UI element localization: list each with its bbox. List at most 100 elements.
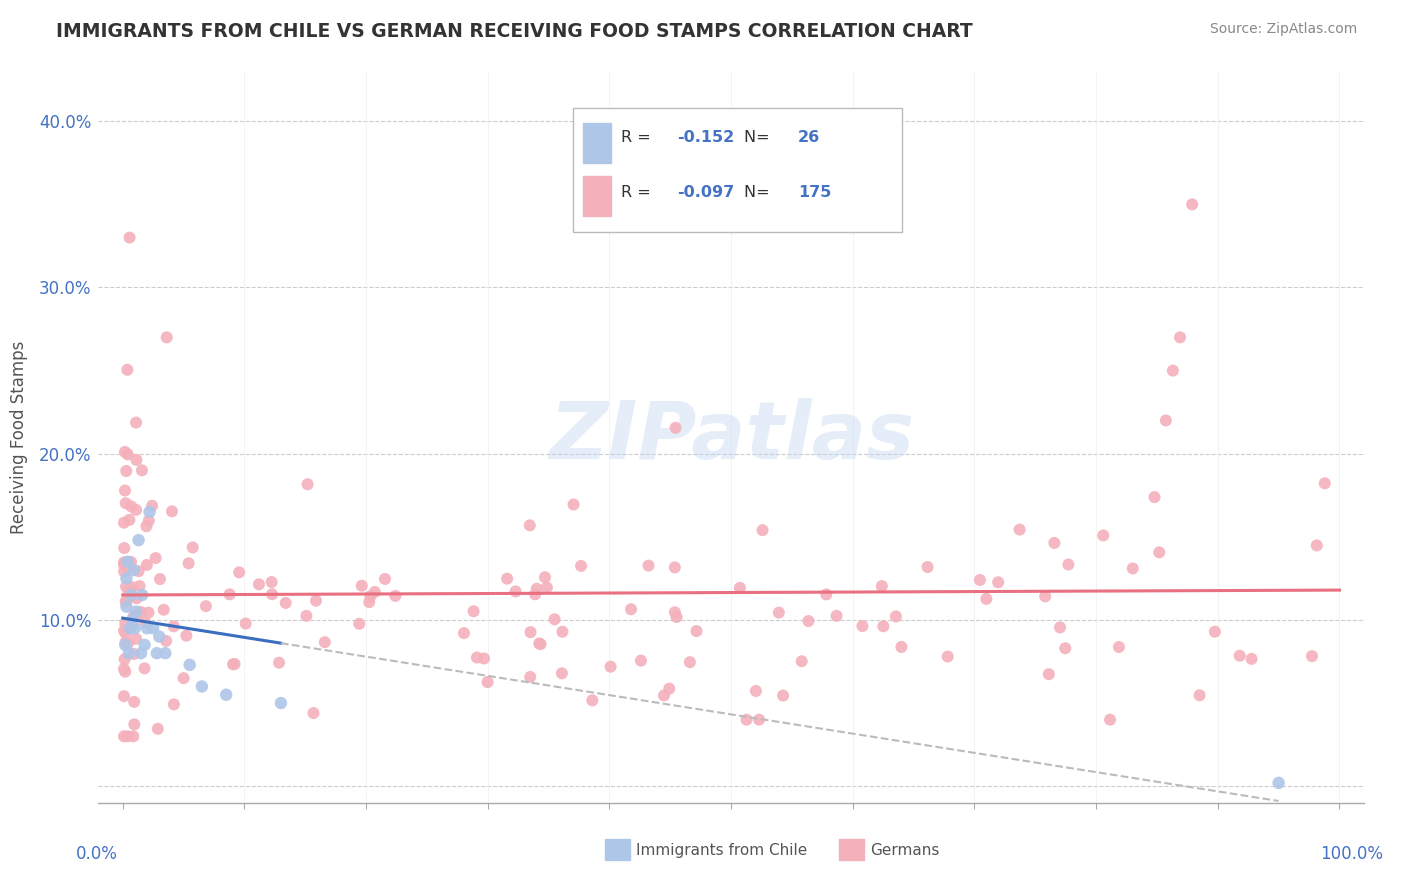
- Y-axis label: Receiving Food Stamps: Receiving Food Stamps: [10, 341, 28, 533]
- Point: [664, 560, 686, 574]
- Point: [1092, 528, 1115, 542]
- Point: [125, 416, 148, 430]
- Point: [658, 681, 681, 696]
- Point: [129, 646, 152, 660]
- Text: 26: 26: [799, 129, 821, 145]
- Point: [215, 688, 238, 702]
- Point: [112, 516, 135, 530]
- Point: [477, 675, 499, 690]
- Point: [122, 563, 145, 577]
- Point: [562, 498, 585, 512]
- Point: [125, 503, 148, 517]
- Point: [665, 610, 688, 624]
- Point: [118, 582, 141, 597]
- Point: [297, 477, 319, 491]
- Point: [125, 453, 148, 467]
- Point: [685, 624, 707, 638]
- Point: [114, 616, 136, 631]
- Point: [117, 636, 139, 650]
- Point: [141, 499, 163, 513]
- Point: [117, 447, 139, 461]
- Point: [1043, 536, 1066, 550]
- Point: [235, 616, 257, 631]
- Point: [149, 572, 172, 586]
- Point: [118, 513, 141, 527]
- Point: [138, 514, 160, 528]
- Point: [295, 608, 318, 623]
- Point: [314, 635, 336, 649]
- Point: [797, 614, 820, 628]
- Point: [152, 603, 174, 617]
- Point: [496, 572, 519, 586]
- Bar: [605, 839, 630, 860]
- Point: [145, 551, 167, 566]
- Point: [114, 626, 136, 640]
- Point: [465, 650, 488, 665]
- Point: [359, 595, 381, 609]
- Point: [1038, 667, 1060, 681]
- Point: [1204, 624, 1226, 639]
- Point: [1049, 620, 1071, 634]
- Point: [125, 605, 148, 619]
- Point: [134, 661, 156, 675]
- Point: [1108, 640, 1130, 654]
- Point: [917, 560, 939, 574]
- Point: [581, 693, 603, 707]
- Point: [302, 706, 325, 720]
- Point: [135, 519, 157, 533]
- Point: [1313, 476, 1336, 491]
- Point: [1054, 641, 1077, 656]
- Point: [115, 599, 138, 614]
- Point: [138, 505, 160, 519]
- Text: IMMIGRANTS FROM CHILE VS GERMAN RECEIVING FOOD STAMPS CORRELATION CHART: IMMIGRANTS FROM CHILE VS GERMAN RECEIVIN…: [56, 22, 973, 41]
- Point: [472, 651, 495, 665]
- Point: [529, 636, 551, 650]
- Bar: [838, 839, 863, 860]
- Point: [136, 621, 159, 635]
- Point: [1154, 413, 1177, 427]
- Point: [122, 695, 145, 709]
- Point: [350, 579, 373, 593]
- Point: [117, 591, 139, 606]
- Point: [117, 555, 139, 569]
- Point: [218, 587, 240, 601]
- Point: [1188, 688, 1211, 702]
- Point: [1267, 776, 1289, 790]
- Point: [735, 713, 758, 727]
- Point: [131, 463, 153, 477]
- Point: [114, 483, 136, 498]
- Text: R =: R =: [621, 185, 657, 200]
- Point: [129, 605, 152, 619]
- Point: [262, 587, 284, 601]
- Point: [1033, 590, 1056, 604]
- Point: [163, 698, 186, 712]
- Point: [121, 580, 143, 594]
- Point: [260, 575, 283, 590]
- Point: [191, 680, 214, 694]
- Point: [551, 624, 574, 639]
- Point: [374, 572, 396, 586]
- Point: [114, 638, 136, 652]
- Text: ZIPatlas: ZIPatlas: [548, 398, 914, 476]
- Point: [122, 647, 145, 661]
- Point: [519, 625, 541, 640]
- Point: [270, 696, 292, 710]
- Point: [176, 629, 198, 643]
- Point: [524, 587, 547, 601]
- Text: N=: N=: [744, 129, 775, 145]
- Point: [160, 504, 183, 518]
- Point: [825, 608, 848, 623]
- Point: [112, 729, 135, 743]
- Point: [155, 633, 177, 648]
- FancyBboxPatch shape: [574, 108, 903, 232]
- Point: [1147, 545, 1170, 559]
- Point: [118, 560, 141, 574]
- Point: [679, 655, 702, 669]
- Point: [1143, 490, 1166, 504]
- Text: Source: ZipAtlas.com: Source: ZipAtlas.com: [1209, 22, 1357, 37]
- Point: [181, 541, 204, 555]
- Point: [120, 621, 141, 635]
- Point: [1301, 649, 1323, 664]
- Point: [772, 689, 794, 703]
- Point: [543, 612, 565, 626]
